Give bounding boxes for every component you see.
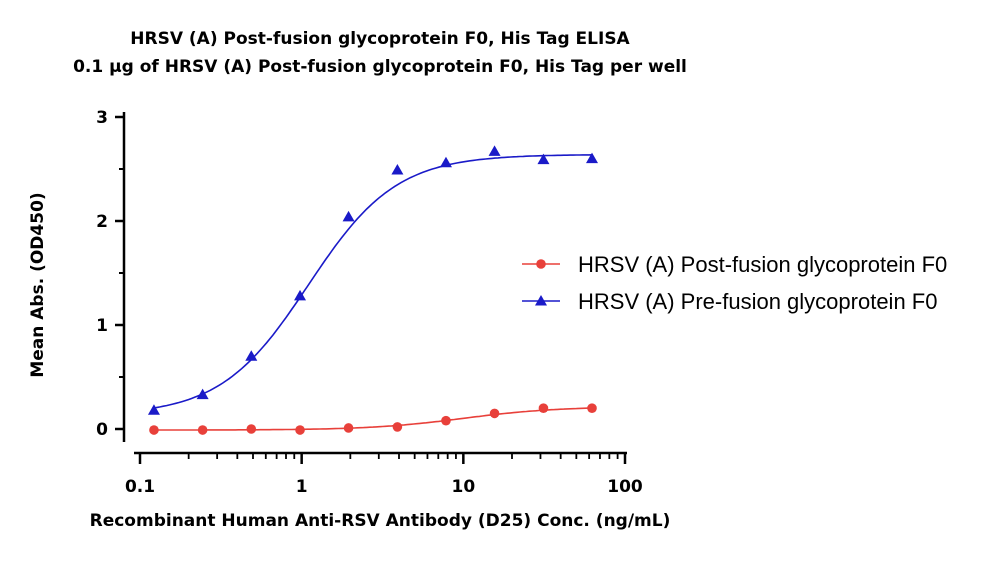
y-tick-label-1: 1 [96, 316, 108, 336]
x-tick-label-2: 10 [451, 477, 475, 497]
data-point-series-0-0 [149, 425, 159, 435]
x-tick-label-3: 100 [607, 477, 643, 497]
data-point-series-1-8 [537, 153, 550, 165]
data-point-series-1-7 [488, 145, 501, 156]
data-point-series-1-3 [294, 289, 307, 301]
data-point-series-1-4 [342, 210, 355, 222]
fit-curve-series-0 [154, 407, 593, 431]
data-point-series-1-0 [147, 404, 160, 415]
x-tick-label-1: 1 [296, 477, 308, 497]
data-point-series-0-1 [197, 425, 208, 435]
y-tick-label-2: 2 [96, 212, 108, 232]
y-tick-label-3: 3 [96, 108, 108, 128]
data-point-series-0-4 [343, 423, 354, 433]
legend-marker-0 [536, 259, 546, 269]
data-point-series-0-7 [489, 408, 500, 419]
data-point-series-1-5 [391, 164, 404, 175]
data-point-series-0-6 [441, 415, 451, 426]
data-point-series-1-2 [245, 350, 258, 361]
data-point-series-1-1 [196, 388, 209, 400]
chart-title: HRSV (A) Post-fusion glycoprotein F0, Hi… [130, 29, 630, 49]
fit-curve-series-1 [153, 154, 593, 409]
data-point-series-0-5 [392, 422, 403, 432]
data-point-series-0-9 [587, 403, 597, 414]
x-tick-label-0: 0.1 [125, 477, 155, 497]
chart-subtitle: 0.1 µg of HRSV (A) Post-fusion glycoprot… [73, 57, 687, 77]
y-tick-label-0: 0 [96, 420, 108, 440]
data-point-series-1-9 [586, 152, 599, 164]
legend-marker-1 [535, 295, 547, 306]
data-point-series-0-2 [246, 424, 257, 434]
legend-label-0: HRSV (A) Post-fusion glycoprotein F0 [578, 252, 947, 277]
data-point-series-0-8 [538, 403, 549, 414]
legend-label-1: HRSV (A) Pre-fusion glycoprotein F0 [578, 289, 937, 314]
x-axis-label: Recombinant Human Anti-RSV Antibody (D25… [89, 511, 671, 531]
data-point-series-1-6 [439, 156, 452, 168]
data-point-series-0-3 [295, 425, 305, 435]
